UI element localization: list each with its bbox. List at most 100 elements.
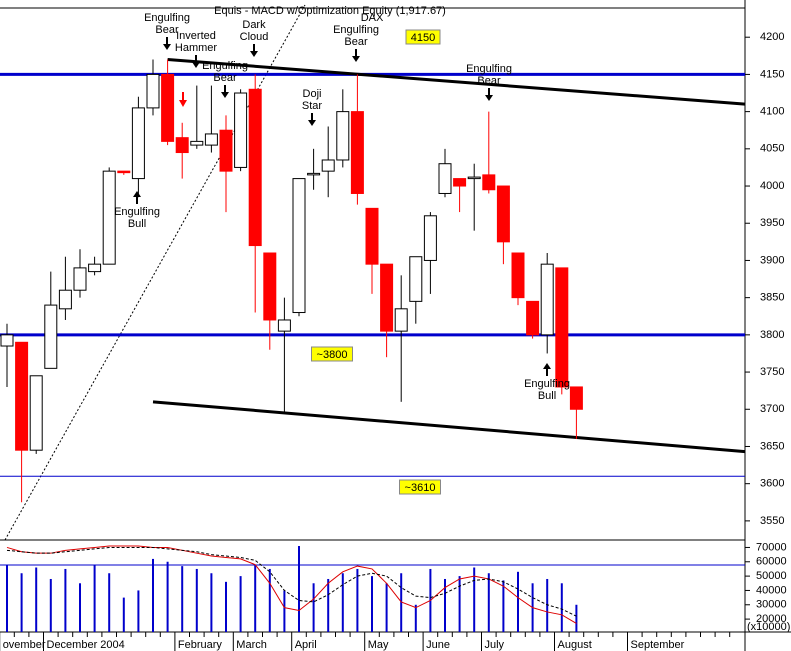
candle-body — [219, 129, 233, 172]
candle-body — [102, 170, 116, 265]
y-tick-label: 20000 — [756, 613, 787, 625]
candle-body — [131, 107, 145, 180]
axis-note: (x10000) — [747, 621, 790, 633]
annotation: Cloud — [240, 31, 269, 43]
y-tick-label: 4050 — [760, 143, 784, 155]
y-tick-label: 50000 — [756, 570, 787, 582]
annotation-arrowhead — [192, 62, 200, 68]
annotation: Bear — [213, 72, 237, 84]
annotation-arrowhead — [543, 363, 551, 369]
annotation-arrowhead — [250, 51, 258, 57]
level-label-box — [399, 479, 441, 495]
annotation: Bull — [128, 218, 146, 230]
candle-body — [29, 375, 43, 451]
candle-body — [555, 267, 569, 388]
annotation: Engulfing — [466, 63, 512, 75]
candle-body — [190, 140, 204, 146]
candle-body — [380, 263, 394, 332]
x-tick-label: February — [178, 639, 223, 651]
y-tick-label: 3550 — [760, 515, 784, 527]
candle-body — [161, 73, 175, 142]
y-tick-label: 3950 — [760, 217, 784, 229]
x-tick-label: September — [631, 639, 685, 651]
candle-body — [409, 256, 423, 302]
y-tick-label: 3750 — [760, 366, 784, 378]
chart-title: Equis - MACD w/Optimization Equity (1,91… — [214, 5, 446, 17]
signal-arrowhead — [179, 100, 187, 107]
y-tick-label: 40000 — [756, 584, 787, 596]
annotation-arrowhead — [308, 120, 316, 126]
candle-body — [277, 319, 291, 332]
annotation: Inverted — [176, 30, 216, 42]
annotation-arrowhead — [352, 56, 360, 62]
y-tick-label: 60000 — [756, 556, 787, 568]
candle-body — [117, 170, 131, 174]
candle-body — [511, 252, 525, 299]
candle-body — [15, 341, 29, 451]
annotation-arrowhead — [133, 191, 141, 197]
candle-body — [263, 252, 277, 321]
x-tick-label: ovember — [3, 639, 46, 651]
candle-body — [292, 178, 306, 314]
candle-body — [0, 334, 14, 347]
candle-body — [540, 263, 554, 336]
level-label: 4150 — [411, 32, 435, 44]
candle-body — [526, 300, 540, 336]
annotation: Bear — [155, 24, 179, 36]
candle-body — [248, 88, 262, 247]
level-label-box — [311, 346, 353, 362]
candle-body — [88, 263, 102, 273]
annotation: Star — [302, 100, 323, 112]
y-tick-label: 3900 — [760, 254, 784, 266]
trendline — [167, 58, 746, 106]
candle-body — [438, 163, 452, 194]
candle-body — [482, 174, 496, 191]
candle-body — [307, 172, 321, 176]
level-label: ~3610 — [405, 482, 436, 494]
annotation: Bull — [538, 390, 556, 402]
candle-body — [58, 289, 72, 310]
candle-body — [569, 386, 583, 410]
candle-body — [146, 73, 160, 109]
y-tick-label: 3600 — [760, 478, 784, 490]
candle-body — [423, 215, 437, 261]
y-tick-label: 4000 — [760, 180, 784, 192]
y-tick-label: 3700 — [760, 403, 784, 415]
indicator-line — [6, 545, 577, 624]
x-tick-label: April — [295, 639, 317, 651]
x-tick-label: March — [236, 639, 267, 651]
annotation: Engulfing — [333, 24, 379, 36]
candle-body — [234, 92, 248, 168]
y-tick-label: 4200 — [760, 31, 784, 43]
candle-body — [350, 111, 364, 194]
candle-body — [336, 111, 350, 161]
candle-body — [204, 133, 218, 146]
x-tick-label: June — [426, 639, 450, 651]
x-tick-label: July — [485, 639, 505, 651]
candle-body — [175, 137, 189, 154]
annotation: Bear — [344, 36, 368, 48]
annotation: Engulfing — [524, 378, 570, 390]
candle-body — [453, 178, 467, 187]
y-tick-label: 3800 — [760, 329, 784, 341]
candle-body — [467, 176, 481, 180]
annotation: Engulfing — [202, 60, 248, 72]
x-tick-label: August — [558, 639, 592, 651]
level-label-box — [405, 29, 441, 45]
candle-body — [365, 207, 379, 265]
candle-body — [44, 304, 58, 369]
candle-body — [73, 267, 87, 291]
annotation: Bear — [477, 75, 501, 87]
y-tick-label: 3650 — [760, 440, 784, 452]
annotation: Engulfing — [114, 206, 160, 218]
y-tick-label: 4150 — [760, 68, 784, 80]
candle-body — [321, 159, 335, 172]
annotation: Doji — [303, 88, 322, 100]
annotation-arrowhead — [221, 92, 229, 98]
y-tick-label: 4100 — [760, 106, 784, 118]
chart-subtitle: DAX — [361, 12, 384, 24]
x-tick-label: May — [368, 639, 389, 651]
annotation: Engulfing — [144, 12, 190, 24]
annotation-arrowhead — [485, 95, 493, 101]
